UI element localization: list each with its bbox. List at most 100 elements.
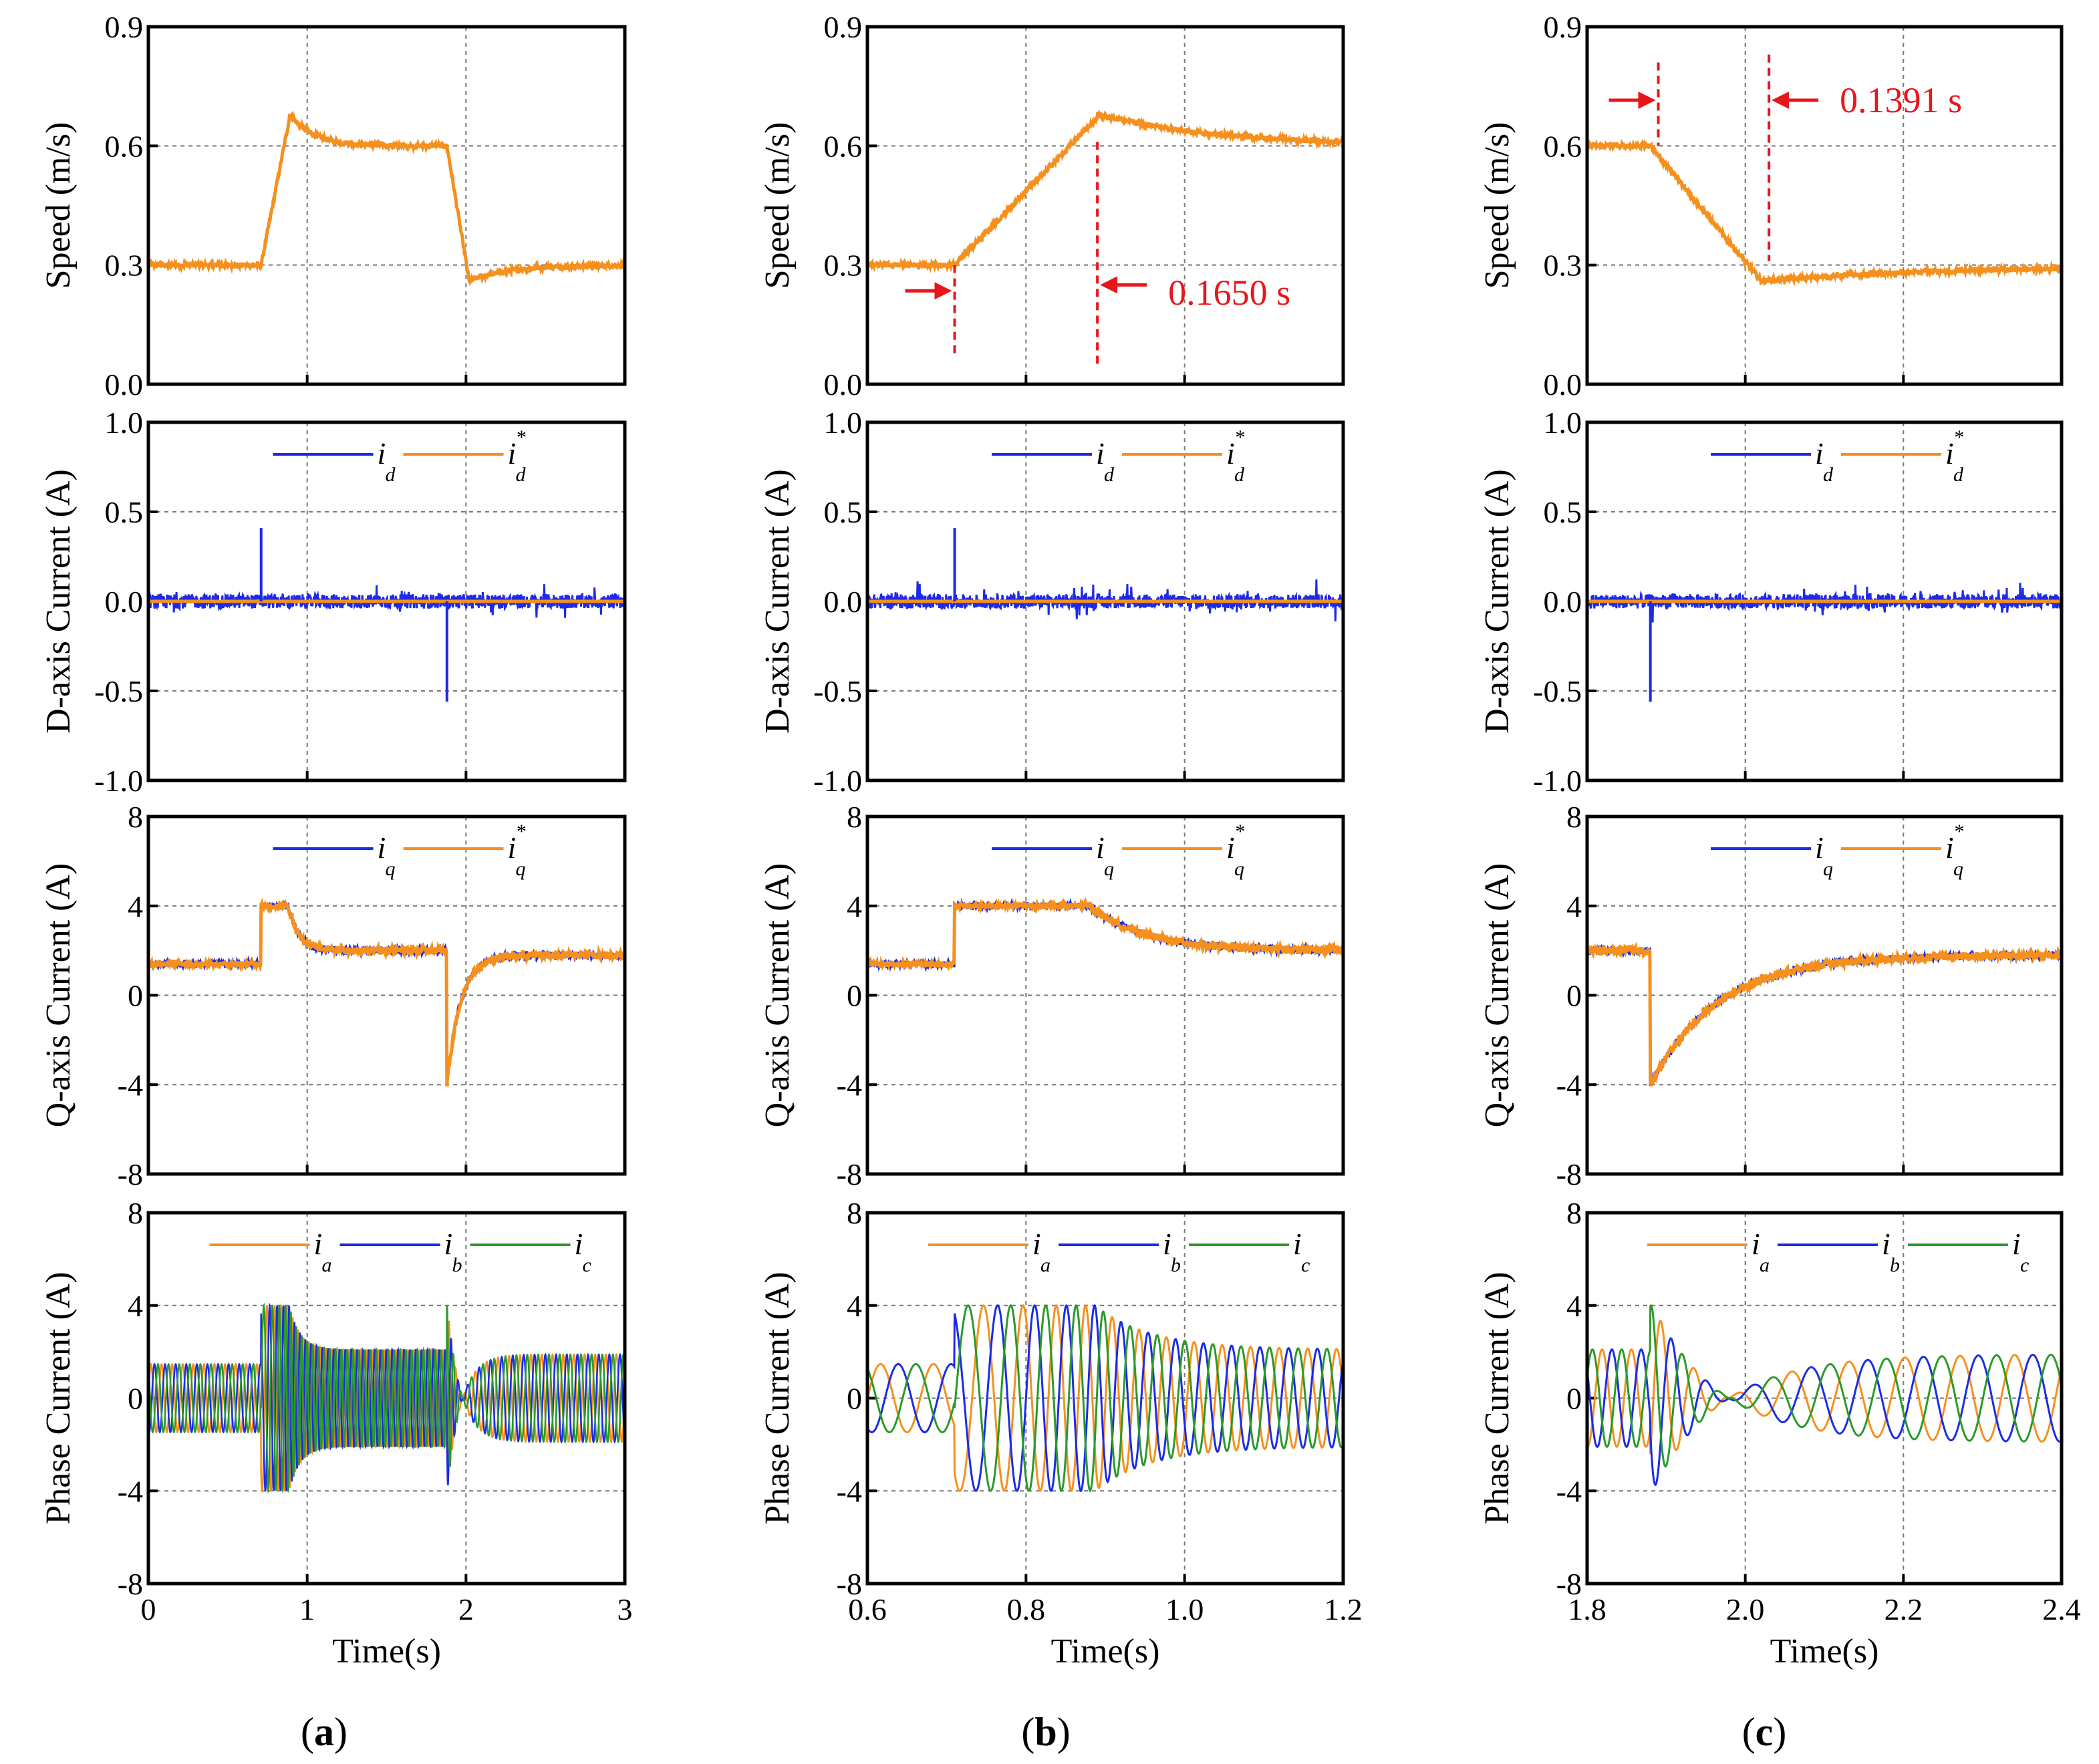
- panel-label-c: (c): [1742, 1710, 1787, 1754]
- legend-label-0: i: [1815, 436, 1824, 470]
- y-tick-label: 4: [1566, 1289, 1582, 1323]
- y-tick-label: 0: [847, 1382, 862, 1416]
- id-series-line: [867, 579, 1343, 622]
- y-tick-label: 0.6: [1544, 129, 1582, 163]
- legend-sub-1: b: [1890, 1254, 1900, 1276]
- legend-sub-2: c: [583, 1254, 591, 1276]
- x-tick-label: 1.2: [1324, 1592, 1363, 1626]
- y-tick-label: -0.5: [1533, 674, 1582, 708]
- legend-sub-1: b: [452, 1254, 462, 1276]
- y-tick-label: 0.0: [105, 585, 144, 619]
- legend-sub-1: d: [1234, 464, 1245, 486]
- x-tick-label: 2.2: [1884, 1592, 1923, 1626]
- phase-ib-series-line: [148, 1302, 625, 1492]
- y-axis-label: D-axis Current (A): [39, 469, 78, 734]
- legend-label-2: i: [1293, 1227, 1302, 1261]
- y-tick-label: -8: [837, 1157, 862, 1191]
- y-tick-label: 8: [1566, 1196, 1582, 1230]
- y-tick-label: 0: [1566, 979, 1582, 1013]
- iq-series-line: [148, 899, 625, 1082]
- y-tick-label: 0: [128, 979, 143, 1013]
- phase-ic-series-line: [148, 1302, 625, 1494]
- y-tick-label: 0.0: [105, 368, 144, 402]
- y-tick-label: 0.5: [1544, 495, 1582, 529]
- y-tick-label: -0.5: [813, 674, 862, 708]
- x-tick-label: 3: [617, 1592, 633, 1626]
- legend-sup-1: *: [516, 821, 526, 843]
- legend-label-0: i: [1096, 831, 1105, 865]
- y-tick-label: 0.6: [105, 129, 144, 163]
- y-axis-label: D-axis Current (A): [1478, 469, 1516, 734]
- axes-frame: [1585, 815, 2064, 1176]
- y-axis-label: Phase Current (A): [758, 1272, 797, 1524]
- phase-ic-series-line: [1587, 1304, 2062, 1468]
- plot-area: [148, 897, 625, 1086]
- legend-sub-0: q: [386, 858, 396, 880]
- y-axis-label: Q-axis Current (A): [758, 863, 797, 1128]
- legend-label-0: i: [1752, 1227, 1760, 1261]
- axes-frame: [865, 815, 1345, 1176]
- y-axis-label: D-axis Current (A): [758, 469, 797, 734]
- plot-area: [1587, 583, 2062, 702]
- axes-frame: [1585, 1211, 2064, 1586]
- y-tick-label: 0.0: [824, 368, 863, 402]
- panel-labels: (a) (b) (c): [301, 1710, 1786, 1754]
- legend-sup-1: *: [1234, 426, 1244, 448]
- legend-sub-1: q: [516, 858, 526, 880]
- y-tick-label: -8: [1556, 1157, 1582, 1191]
- legend-sub-2: c: [2020, 1254, 2029, 1276]
- y-tick-label: -8: [118, 1157, 143, 1191]
- y-tick-label: 0.6: [824, 129, 863, 163]
- y-axis-label: Speed (m/s): [758, 122, 797, 289]
- legend-label-1: i: [1945, 436, 1954, 470]
- legend-label-2: i: [575, 1227, 583, 1261]
- legend-sub-1: d: [1953, 464, 1964, 486]
- plot-area: [867, 109, 1343, 273]
- y-tick-label: 0: [1566, 1382, 1582, 1416]
- phase-ic-series-line: [867, 1304, 1343, 1493]
- y-axis-label: Speed (m/s): [39, 122, 78, 289]
- panel-b-speed: 0.0 0.3 0.6 0.9 Speed (m/s) 0.1650 s: [758, 10, 1345, 402]
- legend-label-1: i: [508, 436, 517, 470]
- arrow-start-head: [1638, 91, 1656, 109]
- y-tick-label: 0.3: [1544, 249, 1582, 283]
- axes-frame: [1585, 420, 2064, 782]
- annotation-b: 0.1650 s: [905, 142, 1290, 365]
- legend-sub-0: d: [386, 464, 396, 486]
- legend-label-1: i: [1945, 831, 1954, 865]
- x-tick-label: 1.0: [1165, 1592, 1204, 1626]
- legend-label-1: i: [1226, 436, 1235, 470]
- legend-sub-2: c: [1301, 1254, 1310, 1276]
- annotation-label: 0.1650 s: [1168, 273, 1290, 313]
- plot-area: [148, 1302, 625, 1494]
- x-tick-label: 0: [141, 1592, 156, 1626]
- legend-label-0: i: [1032, 1227, 1041, 1261]
- legend-sup-1: *: [1953, 821, 1963, 843]
- axes-frame: [146, 815, 627, 1176]
- y-tick-label: 4: [847, 889, 862, 923]
- y-tick-label: -1.0: [813, 764, 862, 798]
- y-axis-label: Phase Current (A): [39, 1272, 78, 1524]
- y-axis-label: Speed (m/s): [1478, 122, 1516, 289]
- y-axis-label: Q-axis Current (A): [39, 863, 78, 1128]
- y-tick-label: 8: [847, 800, 862, 834]
- y-tick-label: 8: [128, 1196, 143, 1230]
- arrow-end-head: [1100, 276, 1118, 294]
- axes-frame: [865, 25, 1345, 386]
- plot-area: [867, 897, 1343, 974]
- legend-sub-0: a: [322, 1254, 332, 1276]
- y-tick-label: 4: [847, 1289, 862, 1323]
- x-tick-label: 1: [299, 1592, 315, 1626]
- axes-frame: [146, 1211, 627, 1586]
- iq-ref-series-line: [867, 897, 1343, 974]
- legend-label-0: i: [314, 1227, 323, 1261]
- panel-b-phase: -8 -4 0 4 8 0.6 0.8 1.0 1.2 Phase Current (A) Time…: [758, 1196, 1363, 1670]
